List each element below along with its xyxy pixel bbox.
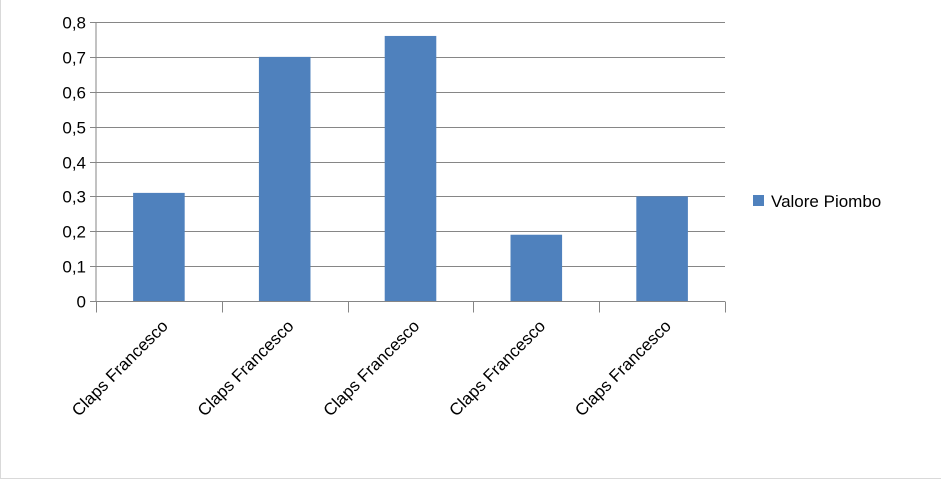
y-tick-label: 0,3	[62, 188, 86, 207]
bar	[258, 56, 311, 301]
y-tick-label: 0,2	[62, 223, 86, 242]
bar	[384, 35, 437, 301]
y-tick-label: 0	[77, 293, 86, 312]
y-tick-label: 0,8	[62, 14, 86, 33]
x-tick-label: Claps Francesco	[68, 316, 172, 420]
bar	[636, 196, 688, 301]
y-tick-label: 0,5	[62, 119, 86, 138]
bar	[133, 192, 185, 301]
bar	[510, 234, 563, 301]
legend-label: Valore Piombo	[771, 192, 881, 211]
x-tick-label: Claps Francesco	[571, 316, 675, 420]
y-tick-label: 0,1	[62, 258, 86, 277]
x-tick-label: Claps Francesco	[445, 316, 549, 420]
y-tick-label: 0,4	[62, 154, 86, 173]
legend: Valore Piombo	[753, 192, 881, 211]
y-tick-label: 0,6	[62, 84, 86, 103]
legend-swatch	[753, 195, 764, 206]
x-tick-label: Claps Francesco	[194, 316, 298, 420]
axes	[95, 22, 726, 313]
x-tick-label: Claps Francesco	[320, 316, 424, 420]
x-tick-labels: Claps Francesco Claps Francesco Claps Fran…	[68, 316, 675, 420]
y-tick-labels: 0 0,1 0,2 0,3 0,4 0,5 0,6 0,7 0,8	[62, 14, 86, 312]
bars	[133, 35, 688, 301]
y-tick-label: 0,7	[62, 49, 86, 68]
